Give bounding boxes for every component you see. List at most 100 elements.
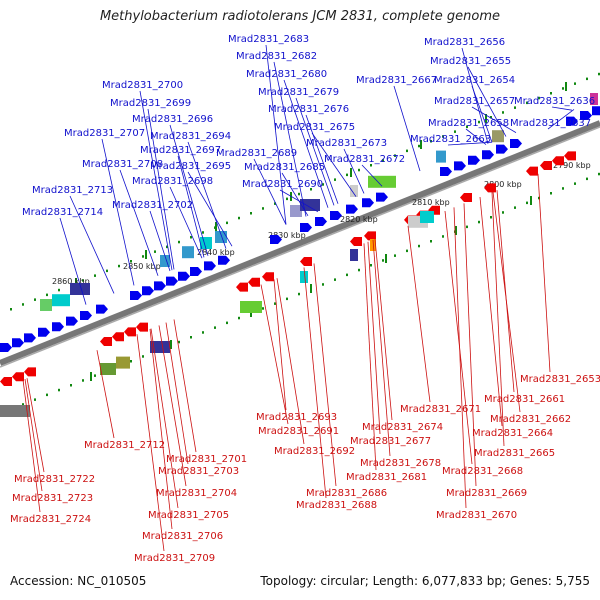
scale-dot bbox=[394, 254, 396, 257]
feature-block bbox=[52, 294, 70, 307]
reverse-gene-arrow bbox=[262, 272, 274, 282]
gene-label-top: Mrad2831_2676 bbox=[268, 104, 349, 115]
scale-dot bbox=[118, 264, 120, 268]
scale-label: 2850 kbp bbox=[123, 262, 161, 271]
forward-gene-arrow bbox=[592, 106, 600, 116]
gene-label-top: Mrad2831_2708 bbox=[82, 159, 163, 170]
gene-leader-bottom bbox=[136, 334, 165, 552]
scale-dot bbox=[370, 164, 372, 167]
gene-label-bottom: Mrad2831_2686 bbox=[306, 488, 387, 499]
forward-gene-arrow bbox=[166, 276, 178, 286]
gene-leader-bottom bbox=[407, 225, 431, 403]
scale-tick bbox=[485, 114, 487, 123]
forward-gene-arrow bbox=[300, 223, 312, 232]
scale-dot bbox=[106, 269, 108, 273]
gene-leader-bottom bbox=[158, 325, 187, 487]
scale-dot bbox=[286, 297, 288, 301]
scale-dot bbox=[382, 259, 384, 262]
gene-leader-top bbox=[311, 132, 357, 197]
gene-leader-bottom bbox=[374, 238, 393, 421]
reverse-gene-arrow bbox=[0, 377, 12, 386]
gene-leader-bottom bbox=[367, 241, 381, 435]
gene-leader-top bbox=[139, 90, 173, 271]
forward-gene-arrow bbox=[80, 311, 92, 320]
gene-leader-top bbox=[393, 85, 421, 172]
scale-dot bbox=[430, 140, 432, 143]
genome-map: 2790 kbp 2800 kbp 2810 kbp 2820 kbp 2830 kbp… bbox=[0, 34, 600, 564]
scale-dot bbox=[322, 283, 324, 286]
scale-tick bbox=[455, 226, 457, 235]
scale-dot bbox=[178, 240, 180, 244]
gene-label-top: Mrad2831_2685 bbox=[244, 162, 325, 173]
gene-leader-bottom bbox=[22, 379, 41, 513]
gene-label-bottom: Mrad2831_2704 bbox=[156, 488, 237, 499]
feature-block bbox=[370, 239, 376, 251]
gene-label-bottom: Mrad2831_2703 bbox=[158, 466, 239, 477]
gene-leader-top bbox=[305, 114, 339, 204]
scale-dot bbox=[538, 196, 540, 200]
scale-dot bbox=[238, 216, 240, 220]
gene-label-top: Mrad2831_2695 bbox=[150, 161, 231, 172]
forward-gene-arrow bbox=[454, 161, 466, 171]
scale-dot bbox=[406, 249, 408, 253]
accession-label: Accession: NC_010505 bbox=[10, 574, 147, 588]
gene-leader-bottom bbox=[537, 173, 551, 373]
scale-dot bbox=[394, 154, 396, 157]
feature-block bbox=[160, 255, 170, 267]
forward-gene-arrow bbox=[38, 327, 50, 337]
gene-label-top: Mrad2831_2694 bbox=[150, 131, 231, 142]
feature-block bbox=[436, 150, 446, 163]
scale-tick bbox=[420, 140, 422, 149]
scale-dot bbox=[526, 201, 528, 205]
scale-dot bbox=[130, 360, 132, 363]
gene-label-bottom: Mrad2831_2709 bbox=[134, 553, 215, 564]
scale-dot bbox=[478, 220, 480, 224]
feature-block bbox=[350, 249, 358, 261]
forward-gene-arrow bbox=[566, 116, 578, 126]
gene-label-top: Mrad2831_2675 bbox=[274, 122, 355, 133]
gene-leader-bottom bbox=[491, 192, 505, 447]
scale-tick bbox=[350, 168, 352, 177]
scale-dot bbox=[190, 236, 192, 239]
feature-block bbox=[150, 341, 170, 353]
reverse-gene-arrow bbox=[364, 231, 376, 241]
gene-leader-top bbox=[147, 108, 175, 270]
gene-label-top: Mrad2831_2672 bbox=[324, 154, 405, 165]
reverse-gene-arrow bbox=[540, 161, 552, 170]
reverse-gene-arrow bbox=[564, 151, 576, 161]
gene-label-top: Mrad2831_2673 bbox=[306, 138, 387, 149]
gene-leader-bottom bbox=[303, 267, 327, 499]
scale-dot bbox=[418, 144, 420, 148]
scale-dot bbox=[142, 255, 144, 258]
reverse-gene-arrow bbox=[484, 183, 496, 193]
sequence-backbone-shadow bbox=[0, 126, 600, 368]
gene-leader-top bbox=[101, 138, 135, 286]
reverse-gene-arrow bbox=[100, 337, 112, 346]
forward-gene-arrow bbox=[270, 235, 282, 244]
gene-label-top: Mrad2831_2654 bbox=[434, 75, 515, 86]
scale-label: 2800 kbp bbox=[484, 180, 522, 189]
gene-label-top: Mrad2831_2682 bbox=[236, 51, 317, 62]
scale-dot bbox=[70, 384, 72, 387]
forward-gene-arrow bbox=[52, 322, 64, 332]
gene-leader-bottom bbox=[26, 378, 45, 473]
gene-label-bottom: Mrad2831_2723 bbox=[12, 493, 93, 504]
forward-gene-arrow bbox=[204, 261, 216, 271]
forward-gene-arrow bbox=[218, 255, 230, 265]
scale-label: 2810 kbp bbox=[412, 198, 450, 207]
scale-dot bbox=[46, 393, 48, 397]
gene-leader-bottom bbox=[24, 378, 43, 492]
forward-gene-arrow bbox=[468, 155, 480, 165]
gene-leader-top bbox=[253, 158, 287, 225]
scale-tick bbox=[385, 254, 387, 263]
topology-label: Topology: circular; Length: 6,077,833 bp… bbox=[260, 574, 590, 588]
gene-leader-bottom bbox=[165, 322, 189, 465]
gene-label-top: Mrad2831_2658 bbox=[428, 118, 509, 129]
scale-dot bbox=[82, 279, 84, 282]
feature-block bbox=[492, 130, 504, 143]
reverse-gene-arrow bbox=[526, 166, 538, 176]
gene-label-top: Mrad2831_2713 bbox=[32, 185, 113, 196]
reverse-gene-arrow bbox=[236, 282, 248, 292]
gene-leader-top bbox=[69, 195, 115, 294]
forward-gene-arrow bbox=[154, 281, 166, 291]
